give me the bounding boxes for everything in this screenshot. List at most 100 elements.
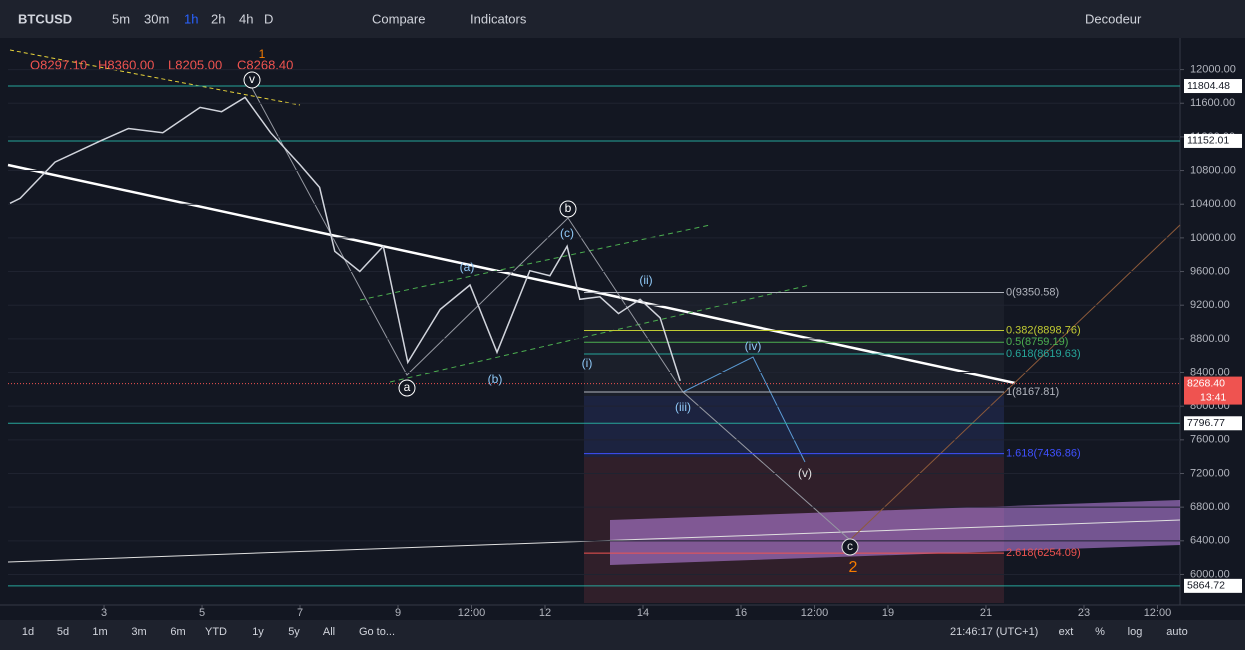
ohlc-value: O8297.10 bbox=[30, 57, 87, 72]
target-channel bbox=[610, 500, 1180, 565]
fib-label: 0(9350.58) bbox=[1006, 286, 1059, 298]
subwave-path bbox=[682, 356, 806, 463]
y-tick-label: 10800.00 bbox=[1190, 164, 1236, 176]
x-tick-label: 3 bbox=[101, 607, 107, 619]
interval-button[interactable]: 4h bbox=[239, 11, 253, 26]
trendline bbox=[7, 163, 1016, 385]
wave-label: (c) bbox=[560, 226, 574, 240]
y-tick-label: 8800.00 bbox=[1190, 333, 1230, 345]
price-tag bbox=[1184, 578, 1242, 593]
y-tick-label: 12000.00 bbox=[1190, 63, 1236, 75]
clock: 21:46:17 (UTC+1) bbox=[950, 626, 1038, 638]
y-tick-label: 6000.00 bbox=[1190, 568, 1230, 580]
y-tick-label: 6800.00 bbox=[1190, 501, 1230, 513]
range-button[interactable]: 6m bbox=[170, 626, 185, 638]
y-tick-label: 9600.00 bbox=[1190, 265, 1230, 277]
wave-label: 1 bbox=[259, 47, 266, 61]
wave-label: (a) bbox=[460, 260, 475, 274]
layout-button[interactable]: Decodeur bbox=[1085, 11, 1142, 26]
price-tag-label: 7796.77 bbox=[1187, 417, 1225, 429]
axis-option[interactable]: % bbox=[1095, 626, 1105, 638]
wave-label: b bbox=[565, 201, 572, 215]
wave-label: a bbox=[404, 380, 411, 394]
y-tick-label: 7200.00 bbox=[1190, 467, 1230, 479]
wave-label: (b) bbox=[488, 372, 503, 386]
interval-button[interactable]: 2h bbox=[211, 11, 225, 26]
range-button[interactable]: 1y bbox=[252, 626, 264, 638]
wave-circle bbox=[243, 71, 261, 89]
wave-label: v bbox=[249, 72, 255, 86]
range-button[interactable]: 5y bbox=[288, 626, 300, 638]
x-tick-label: 9 bbox=[395, 607, 401, 619]
fib-label: 1.618(7436.86) bbox=[1006, 447, 1081, 459]
interval-button[interactable]: 5m bbox=[112, 11, 130, 26]
range-button[interactable]: YTD bbox=[205, 626, 227, 638]
projection-line bbox=[849, 224, 1181, 541]
wave-label: (i) bbox=[582, 356, 593, 370]
x-tick-label: 5 bbox=[199, 607, 205, 619]
dashed-trendline bbox=[9, 49, 301, 106]
x-tick-label: 12:00 bbox=[1144, 607, 1172, 619]
price-tag-label: 11152.01 bbox=[1187, 135, 1229, 147]
range-button[interactable]: 1m bbox=[92, 626, 107, 638]
interval-button[interactable]: D bbox=[264, 11, 273, 26]
price-tag-label: 11804.48 bbox=[1187, 80, 1230, 92]
wave-circle bbox=[398, 379, 416, 397]
fib-label: 1(8167.81) bbox=[1006, 386, 1059, 398]
fib-label: 2.618(6254.09) bbox=[1006, 547, 1081, 559]
ohlc-value: L8205.00 bbox=[168, 57, 222, 72]
wave-label: (iii) bbox=[675, 400, 691, 414]
y-tick-label: 9200.00 bbox=[1190, 299, 1230, 311]
compare-button[interactable]: Compare bbox=[372, 11, 425, 26]
wave-label: (ii) bbox=[639, 273, 652, 287]
last-price-label: 8268.40 bbox=[1187, 377, 1225, 389]
range-button[interactable]: 1d bbox=[22, 626, 34, 638]
y-tick-label: 6400.00 bbox=[1190, 535, 1230, 547]
range-button[interactable]: 5d bbox=[57, 626, 69, 638]
price-tag bbox=[1184, 416, 1242, 431]
wave-label: c bbox=[847, 539, 853, 553]
range-button[interactable]: All bbox=[323, 626, 335, 638]
range-button[interactable]: Go to... bbox=[359, 626, 395, 638]
wave-label: (v) bbox=[798, 466, 812, 480]
wave-label: (iv) bbox=[745, 339, 762, 353]
indicators-button[interactable]: Indicators bbox=[470, 11, 527, 26]
toolbar bbox=[0, 0, 1245, 38]
wave-circle bbox=[559, 200, 577, 218]
y-tick-label: 10000.00 bbox=[1190, 232, 1236, 244]
y-tick-label: 8400.00 bbox=[1190, 366, 1230, 378]
x-tick-label: 19 bbox=[882, 607, 894, 619]
last-price-tag bbox=[1184, 376, 1242, 405]
x-tick-label: 12:00 bbox=[458, 607, 486, 619]
fib-zone-blue bbox=[584, 396, 1004, 457]
price-tag bbox=[1184, 79, 1242, 94]
y-tick-label: 11600.00 bbox=[1190, 97, 1235, 109]
axis-option[interactable]: auto bbox=[1166, 626, 1187, 638]
axis-option[interactable]: log bbox=[1128, 626, 1143, 638]
range-button[interactable]: 3m bbox=[131, 626, 146, 638]
wave-path bbox=[251, 87, 851, 541]
ohlc-value: C8268.40 bbox=[237, 57, 293, 72]
bottom-bar bbox=[0, 620, 1245, 650]
wave-label: 2 bbox=[849, 559, 858, 576]
price-line bbox=[9, 96, 681, 382]
interval-button[interactable]: 1h bbox=[184, 11, 198, 26]
symbol: BTCUSD bbox=[18, 11, 72, 26]
price-tag bbox=[1184, 133, 1242, 148]
countdown: 13:41 bbox=[1200, 391, 1226, 403]
x-tick-label: 16 bbox=[735, 607, 747, 619]
y-tick-label: 7600.00 bbox=[1190, 434, 1230, 446]
interval-button[interactable]: 30m bbox=[144, 11, 169, 26]
x-tick-label: 21 bbox=[980, 607, 992, 619]
x-tick-label: 14 bbox=[637, 607, 649, 619]
x-tick-label: 23 bbox=[1078, 607, 1090, 619]
x-tick-label: 12:00 bbox=[801, 607, 829, 619]
ohlc-value: H8360.00 bbox=[98, 57, 154, 72]
x-tick-label: 7 bbox=[297, 607, 303, 619]
fib-label: 0.5(8759.19) bbox=[1006, 336, 1068, 348]
axis-option[interactable]: ext bbox=[1059, 626, 1074, 638]
fib-label: 0.382(8898.76) bbox=[1006, 324, 1081, 336]
fib-label: 0.618(8619.63) bbox=[1006, 348, 1081, 360]
